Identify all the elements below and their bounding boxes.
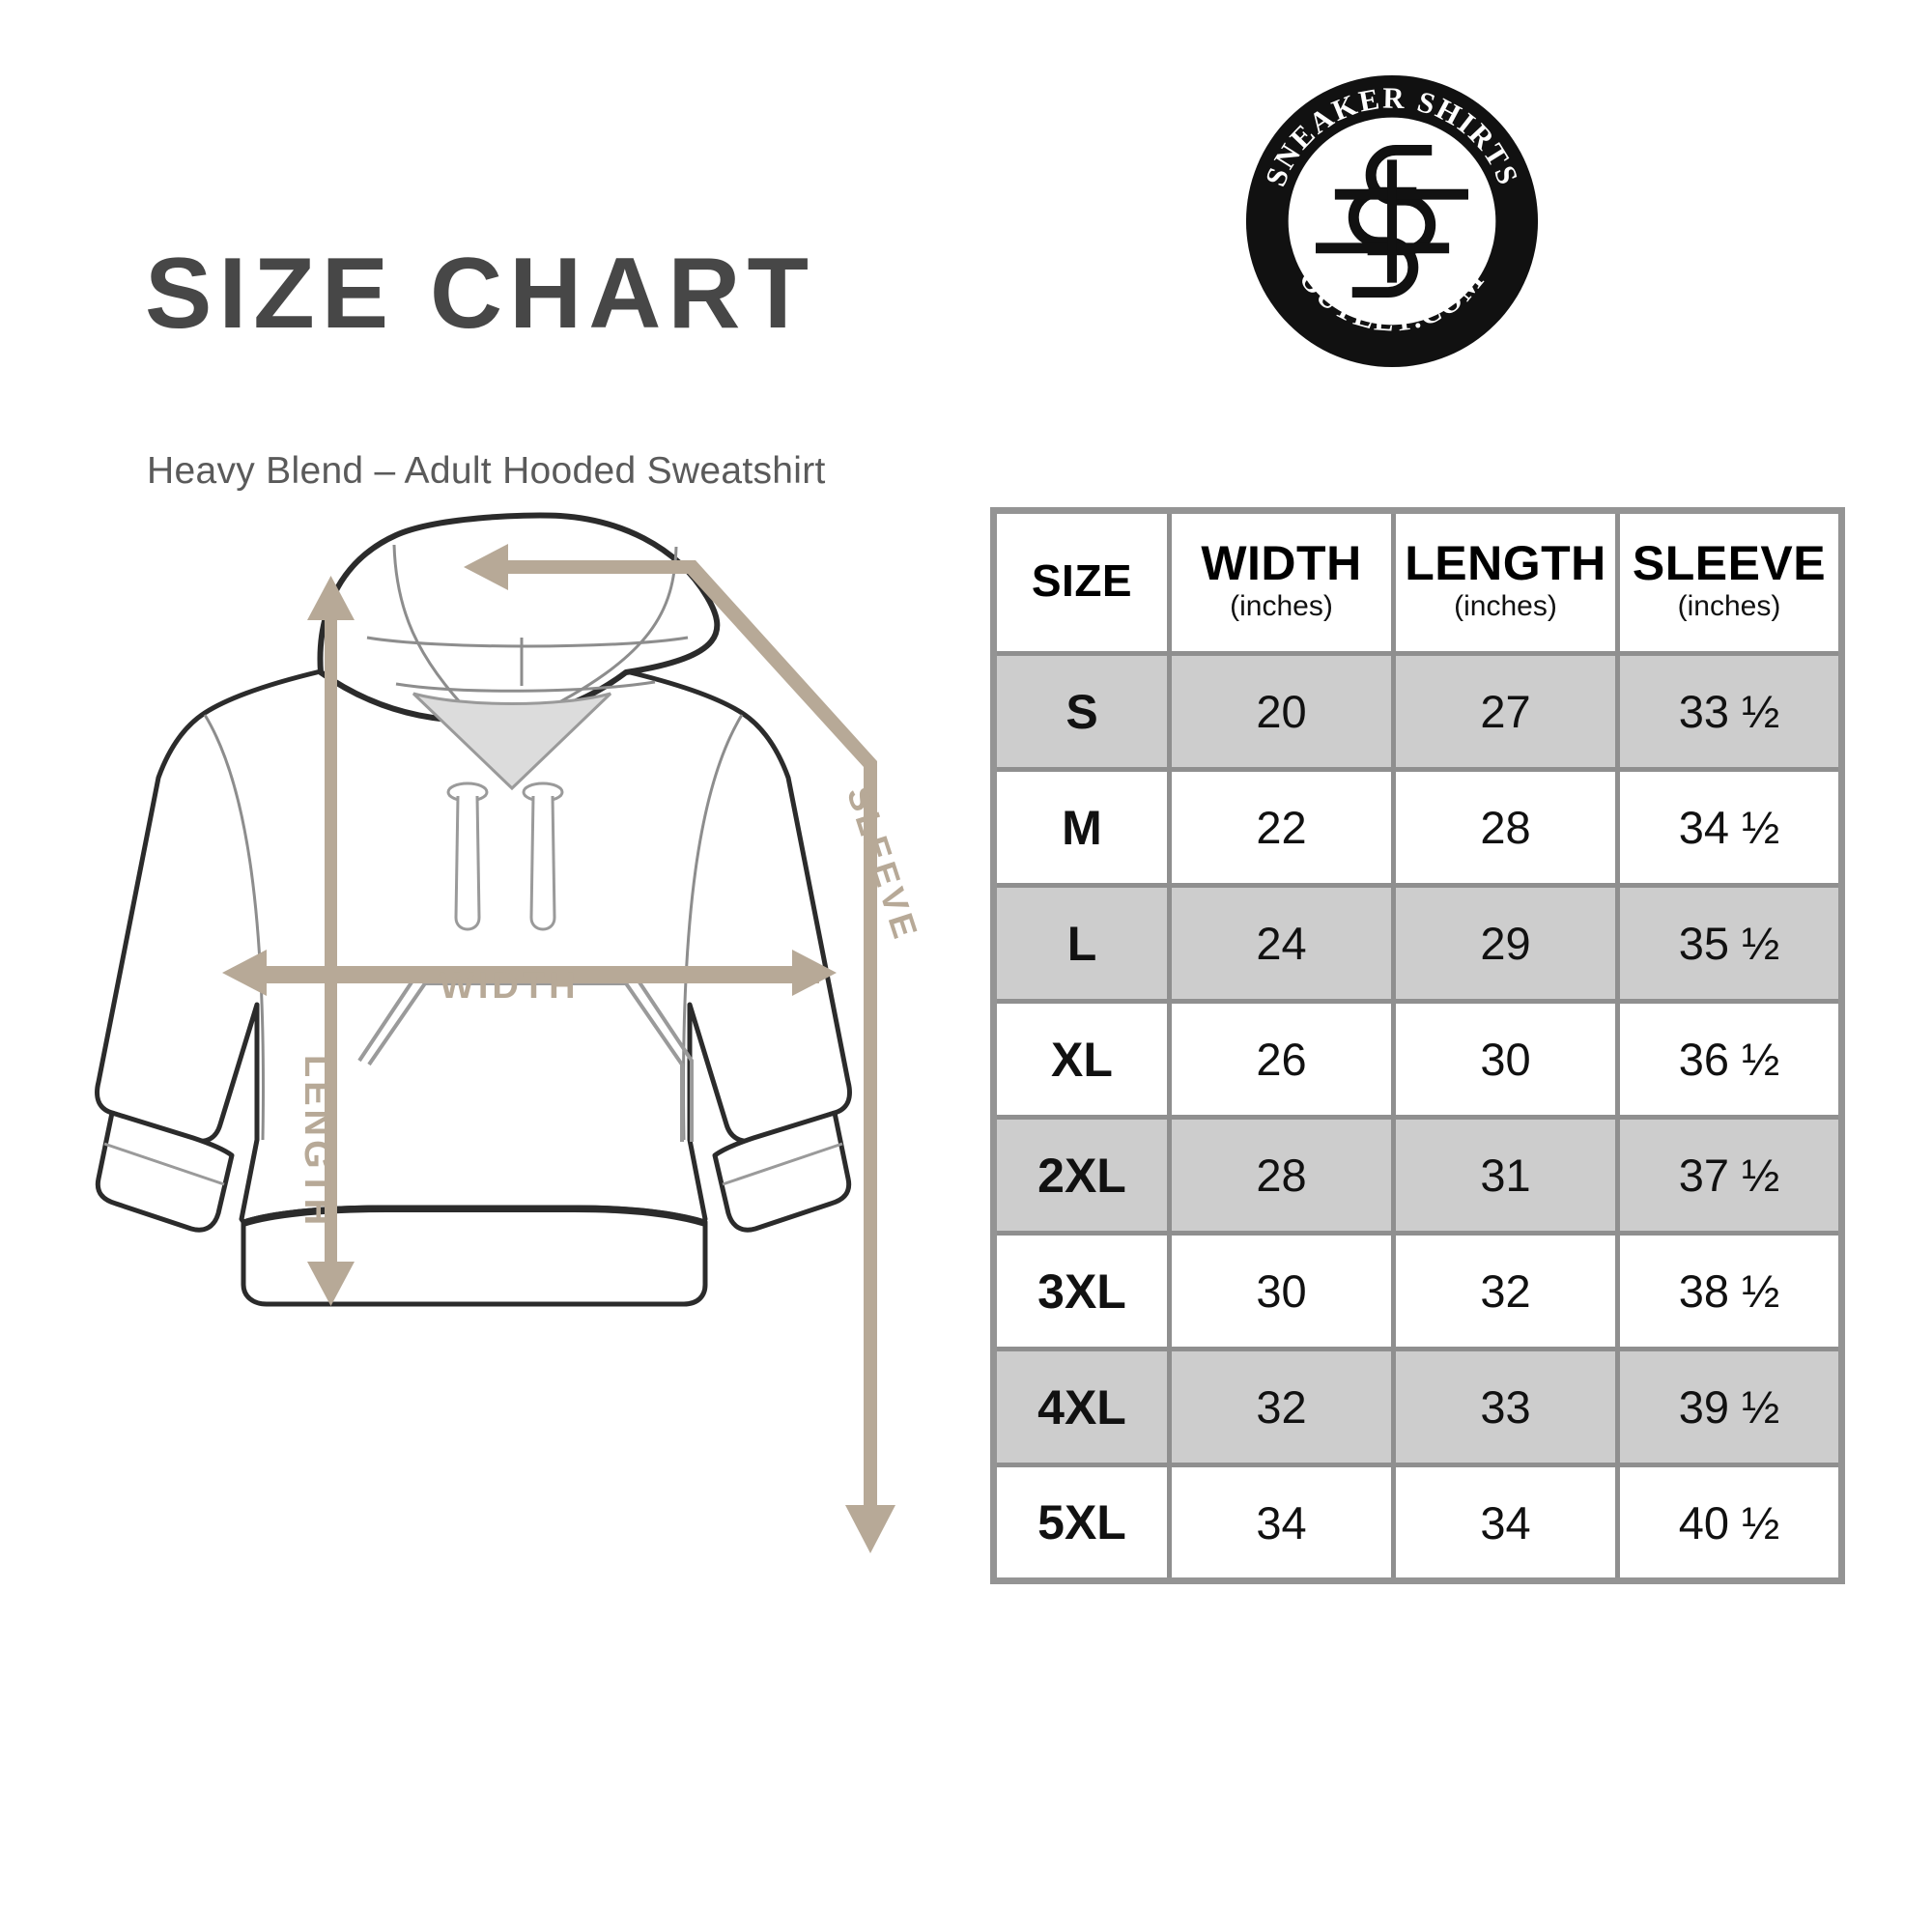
- width-cell: 28: [1169, 1115, 1396, 1234]
- length-cell: 32: [1393, 1231, 1620, 1350]
- sleeve-cell: 39 ½: [1617, 1347, 1842, 1465]
- column-header-sleeve-unit: (inches): [1677, 590, 1781, 622]
- sleeve-cell: 35 ½: [1617, 883, 1842, 1002]
- size-cell: 2XL: [993, 1115, 1172, 1234]
- length-cell: 33: [1393, 1347, 1620, 1465]
- size-table-container: SIZE WIDTH (inches) LENGTH (inches) SLEE…: [990, 507, 1845, 1584]
- page-subtitle: Heavy Blend – Adult Hooded Sweatshirt: [147, 450, 826, 492]
- column-header-width: WIDTH (inches): [1169, 510, 1396, 654]
- column-header-length-label: LENGTH: [1405, 536, 1606, 590]
- width-measure-label: WIDTH: [440, 966, 580, 1007]
- size-cell: 4XL: [993, 1347, 1172, 1465]
- sleeve-cell: 34 ½: [1617, 767, 1842, 886]
- column-header-length-unit: (inches): [1454, 590, 1557, 622]
- length-cell: 27: [1393, 651, 1620, 770]
- length-measure-label: LENGTH: [297, 1055, 337, 1230]
- sleeve-cell: 33 ½: [1617, 651, 1842, 770]
- width-cell: 30: [1169, 1231, 1396, 1350]
- width-cell: 26: [1169, 999, 1396, 1118]
- width-cell: 24: [1169, 883, 1396, 1002]
- sleeve-cell: 40 ½: [1617, 1463, 1842, 1581]
- sleeve-cell: 36 ½: [1617, 999, 1842, 1118]
- table-row: XL 26 30 36 ½: [993, 999, 1842, 1118]
- table-row: 4XL 32 33 39 ½: [993, 1347, 1842, 1465]
- column-header-sleeve: SLEEVE (inches): [1617, 510, 1842, 654]
- page-title: SIZE CHART: [145, 238, 815, 350]
- column-header-length: LENGTH (inches): [1393, 510, 1620, 654]
- table-row: 5XL 34 34 40 ½: [993, 1463, 1842, 1581]
- length-cell: 29: [1393, 883, 1620, 1002]
- column-header-size-label: SIZE: [1031, 554, 1133, 606]
- width-cell: 32: [1169, 1347, 1396, 1465]
- column-header-width-label: WIDTH: [1201, 536, 1362, 590]
- hoodie-illustration: [77, 502, 966, 1584]
- table-row: M 22 28 34 ½: [993, 767, 1842, 886]
- size-table: SIZE WIDTH (inches) LENGTH (inches) SLEE…: [990, 507, 1845, 1584]
- width-cell: 22: [1169, 767, 1396, 886]
- sleeve-cell: 37 ½: [1617, 1115, 1842, 1234]
- size-cell: XL: [993, 999, 1172, 1118]
- length-cell: 28: [1393, 767, 1620, 886]
- size-cell: 5XL: [993, 1463, 1172, 1581]
- length-cell: 34: [1393, 1463, 1620, 1581]
- table-row: S 20 27 33 ½: [993, 651, 1842, 770]
- size-table-body: S 20 27 33 ½ M 22 28 34 ½ L 24 29 35 ½ XL 26 30 36 ½ 2XL…: [993, 651, 1842, 1581]
- table-row: L 24 29 35 ½: [993, 883, 1842, 1002]
- table-row: 3XL 30 32 38 ½: [993, 1231, 1842, 1350]
- size-cell: L: [993, 883, 1172, 1002]
- width-cell: 20: [1169, 651, 1396, 770]
- table-row: 2XL 28 31 37 ½: [993, 1115, 1842, 1234]
- table-header-row: SIZE WIDTH (inches) LENGTH (inches) SLEE…: [993, 510, 1842, 654]
- size-cell: 3XL: [993, 1231, 1172, 1350]
- column-header-width-unit: (inches): [1230, 590, 1333, 622]
- length-cell: 30: [1393, 999, 1620, 1118]
- column-header-size: SIZE: [993, 510, 1172, 654]
- length-cell: 31: [1393, 1115, 1620, 1234]
- brand-logo: SNEAKER SHIRTS OUTLET.COM: [1238, 68, 1546, 375]
- sleeve-cell: 38 ½: [1617, 1231, 1842, 1350]
- size-cell: S: [993, 651, 1172, 770]
- column-header-sleeve-label: SLEEVE: [1632, 536, 1827, 590]
- size-cell: M: [993, 767, 1172, 886]
- width-cell: 34: [1169, 1463, 1396, 1581]
